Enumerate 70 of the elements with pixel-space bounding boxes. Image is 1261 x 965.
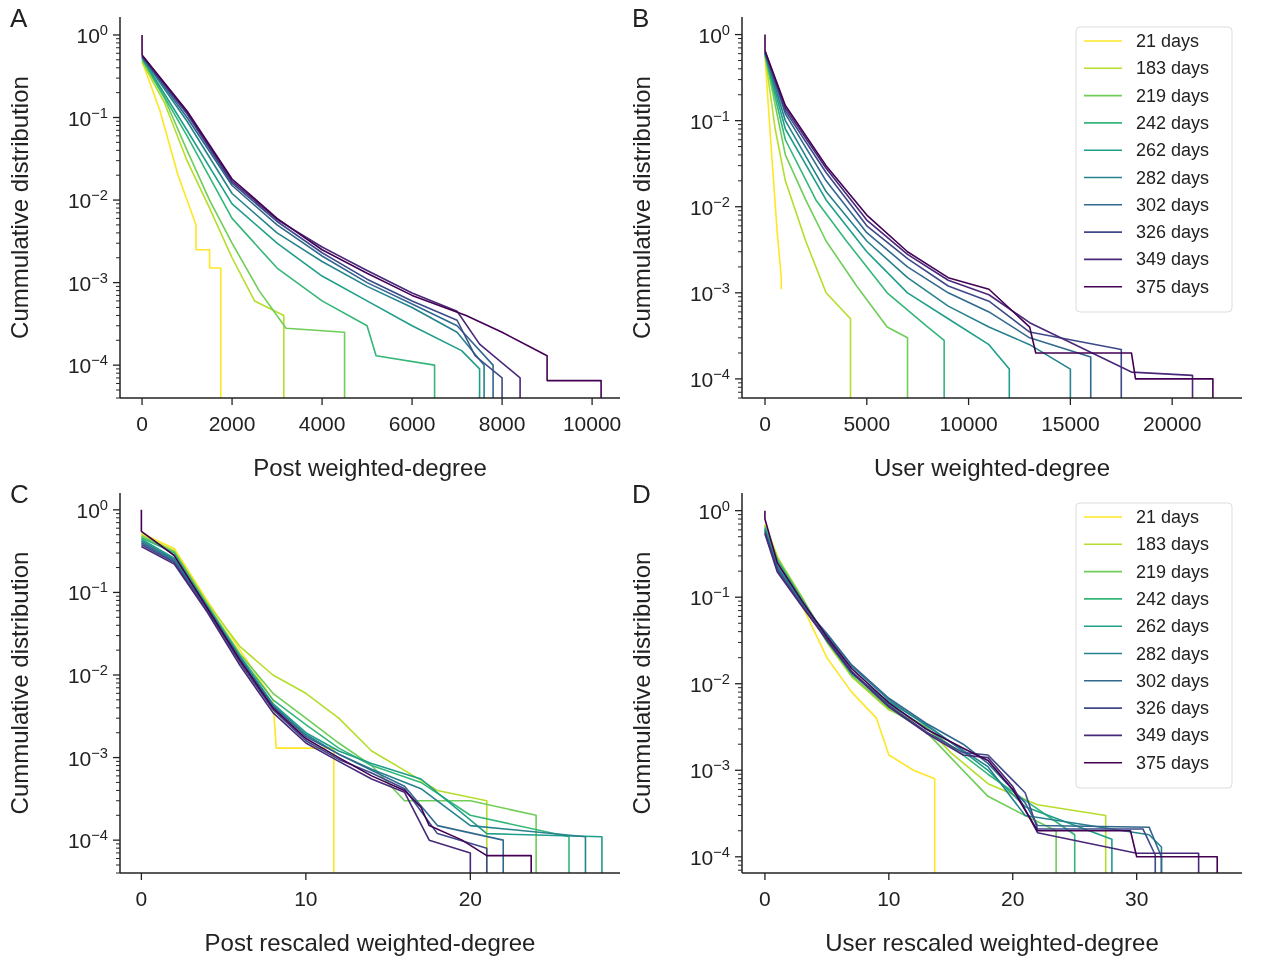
legend-label: 282 days [1136,643,1210,664]
x-axis-title: User weighted-degree [873,454,1111,481]
y-tick-label: 10$^{0}$ [698,21,730,47]
legend-label: 326 days [1136,222,1210,243]
x-tick-label: 10 [294,887,318,910]
legend-label: 183 days [1136,58,1210,79]
chart-title: C [10,479,29,509]
y-tick-label: 10$^{−4}$ [689,365,730,391]
legend-label: 302 days [1136,670,1210,691]
y-tick-label: 10$^{−2}$ [67,187,108,213]
legend-label: 375 days [1136,752,1210,773]
x-axis-title: Post weighted-degree [253,454,487,481]
y-tick-label: 10$^{−2}$ [689,670,730,696]
x-tick-label: 5000 [843,412,891,435]
x-tick-label: 10 [877,887,901,910]
y-tick-label: 10$^{0}$ [76,21,108,47]
legend-label: 183 days [1136,534,1210,555]
x-axis-title: User rescaled weighted-degree [825,929,1159,956]
legend-label: 262 days [1136,140,1210,161]
y-tick-label: 10$^{−3}$ [689,757,730,783]
legend-label: 349 days [1136,725,1210,746]
chart-title: A [10,3,28,33]
y-tick-label: 10$^{−2}$ [689,193,730,219]
x-tick-label: 10000 [562,412,622,435]
y-tick-label: 10$^{−1}$ [689,107,730,133]
x-tick-label: 30 [1124,887,1149,910]
y-axis-title: Cummulative distribution [6,551,33,815]
y-tick-label: 10$^{−3}$ [67,269,108,295]
x-tick-label: 0 [136,412,148,435]
x-tick-label: 2000 [208,412,256,435]
legend-label: 375 days [1136,276,1210,297]
legend-label: 282 days [1136,167,1210,188]
x-tick-label: 0 [759,887,771,910]
chart-title: B [632,3,650,33]
x-tick-label: 10000 [939,412,998,435]
y-tick-label: 10$^{−4}$ [67,827,108,853]
y-tick-label: 10$^{−1}$ [67,104,108,130]
y-tick-label: 10$^{0}$ [698,497,730,523]
legend-label: 349 days [1136,249,1210,270]
legend-label: 242 days [1136,112,1210,133]
x-tick-label: 8000 [478,412,526,435]
y-tick-label: 10$^{−2}$ [67,662,108,687]
legend-label: 302 days [1136,194,1210,215]
y-axis-title: Cummulative distribution [6,76,33,339]
y-axis-title: Cummulative distribution [628,551,655,815]
legend-label: 262 days [1136,616,1210,637]
y-tick-label: 10$^{−4}$ [689,843,730,869]
y-tick-label: 10$^{−1}$ [689,584,730,610]
y-tick-label: 10$^{−3}$ [67,744,108,770]
legend-label: 219 days [1136,85,1210,106]
y-axis-title: Cummulative distribution [628,76,655,339]
x-tick-label: 0 [759,412,771,435]
chart-title: D [632,479,651,509]
legend-label: 326 days [1136,698,1210,719]
legend-label: 21 days [1136,31,1200,51]
y-tick-label: 10$^{−4}$ [67,352,108,378]
legend-label: 21 days [1136,507,1200,527]
x-tick-label: 4000 [298,412,346,435]
x-tick-label: 0 [135,887,148,910]
y-tick-label: 10$^{−1}$ [67,579,108,605]
x-tick-label: 20 [458,887,483,910]
legend-label: 242 days [1136,588,1210,609]
x-tick-label: 20000 [1142,412,1202,435]
x-tick-label: 6000 [388,412,436,435]
y-tick-label: 10$^{0}$ [76,496,108,522]
x-axis-title: Post rescaled weighted-degree [204,929,536,956]
legend-label: 219 days [1136,561,1210,582]
x-tick-label: 20 [1001,887,1025,910]
y-tick-label: 10$^{−3}$ [689,279,730,305]
x-tick-label: 15000 [1041,412,1100,435]
